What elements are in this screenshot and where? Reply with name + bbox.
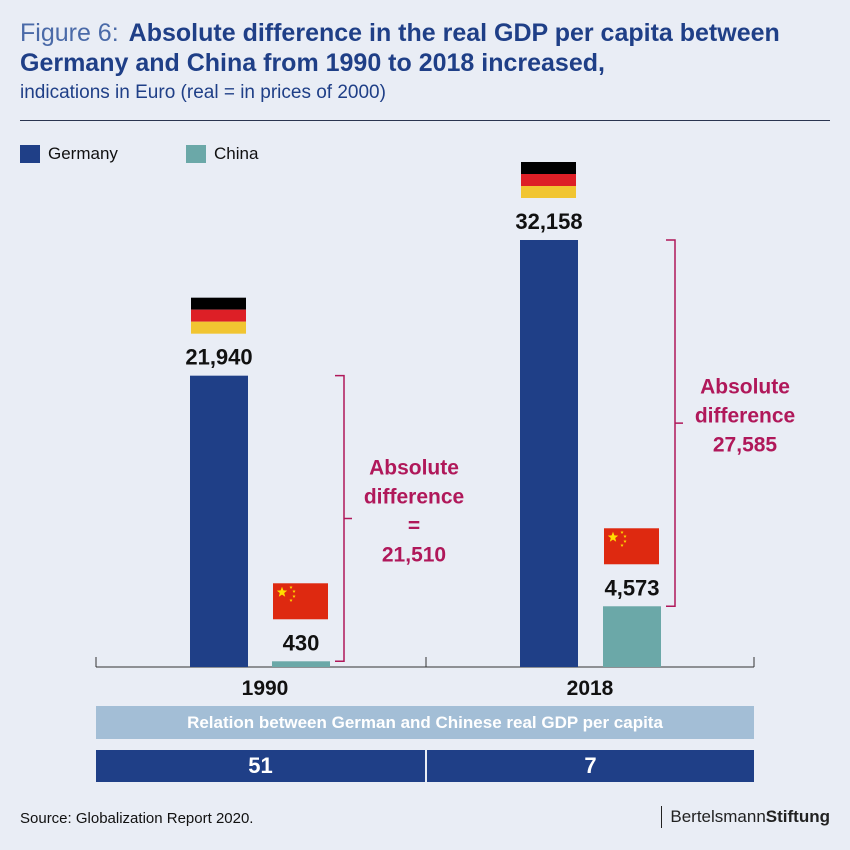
figure-label: Figure 6: [20,19,119,47]
china-flag-2018-star-small-1 [620,530,624,534]
legend-item-germany: Germany [20,144,118,164]
legend-label-germany: Germany [48,144,118,163]
china-flag-1990-star-small-3 [292,594,296,598]
chart-title-text-1: Absolute difference in the real GDP per … [128,19,780,47]
china-flag-2018-field [604,528,659,565]
data-label-china-2018: 4,573 [604,575,659,600]
china-flag-2018-star-small-4 [620,543,624,547]
germany-flag-2018-black-stripe [521,162,576,174]
china-flag-1990-star-small-4 [289,598,293,602]
data-label-germany-1990: 21,940 [185,345,252,370]
difference-bracket-1990 [335,374,352,663]
difference-annotation-1990-line-2: = [408,514,420,537]
germany-flag-1990-black-stripe [191,297,246,310]
logo-text-bold: Stiftung [765,807,830,826]
title-block: Figure 6: Absolute difference in the real… [20,18,830,106]
ratio-value-2018: 7 [427,750,754,782]
difference-annotation-2018-line-2: 27,585 [713,433,778,456]
bar-china-1990 [272,661,330,667]
legend-item-china: China [186,144,258,164]
x-tick-label-2018: 2018 [567,677,614,700]
china-flag-2018-star-large [607,531,619,542]
difference-annotation-2018-line-1: difference [695,404,795,427]
logo-bar [660,806,663,828]
difference-bracket-2018 [666,239,683,608]
china-flag-1990-star-large [276,586,288,597]
germany-flag-2018-red-stripe [521,174,576,186]
germany-flag-1990-gold-stripe [191,321,246,334]
legend-swatch-germany [20,145,40,163]
bar-germany-1990 [190,375,248,667]
china-flag-2018-star-small-2 [623,534,627,538]
germany-flag-2018-gold-stripe [521,186,576,198]
china-flag-1990-star-small-2 [292,589,296,593]
bar-germany-2018 [520,240,578,667]
chart-subtitle: indications in Euro (real = in prices of… [20,82,386,103]
data-label-germany-2018: 32,158 [515,209,582,234]
x-tick-label-1990: 1990 [242,677,289,700]
difference-annotation-1990-line-3: 21,510 [382,543,446,566]
ratio-header: Relation between German and Chinese real… [96,706,754,739]
bertelsmann-logo: Bertelsmann Stiftung [660,806,830,828]
difference-annotation-1990-line-1: difference [364,485,464,508]
data-label-china-1990: 430 [283,630,320,655]
title-divider [20,120,830,121]
bar-china-2018 [603,606,661,667]
source-note: Source: Globalization Report 2020. [20,810,254,827]
chart-title-line-2: Germany and China from 1990 to 2018 incr… [20,49,605,77]
china-flag-2018-star-small-3 [623,539,627,543]
chart-title-line-1: Figure 6: Absolute difference in the real… [20,18,830,48]
ratio-value-1990: 51 [96,750,425,782]
germany-flag-1990-red-stripe [191,309,246,322]
bar-chart: 21,940 430 Absolute difference = 21,510 1990 32… [95,162,795,700]
difference-annotation-2018-line-0: Absolute [700,375,790,398]
china-flag-1990-star-small-1 [289,585,293,589]
difference-annotation-1990-line-0: Absolute [369,456,459,479]
legend-label-china: China [214,144,259,163]
china-flag-1990-field [273,583,328,620]
logo-text-regular: Bertelsmann [670,807,766,826]
legend-swatch-china [186,145,206,163]
